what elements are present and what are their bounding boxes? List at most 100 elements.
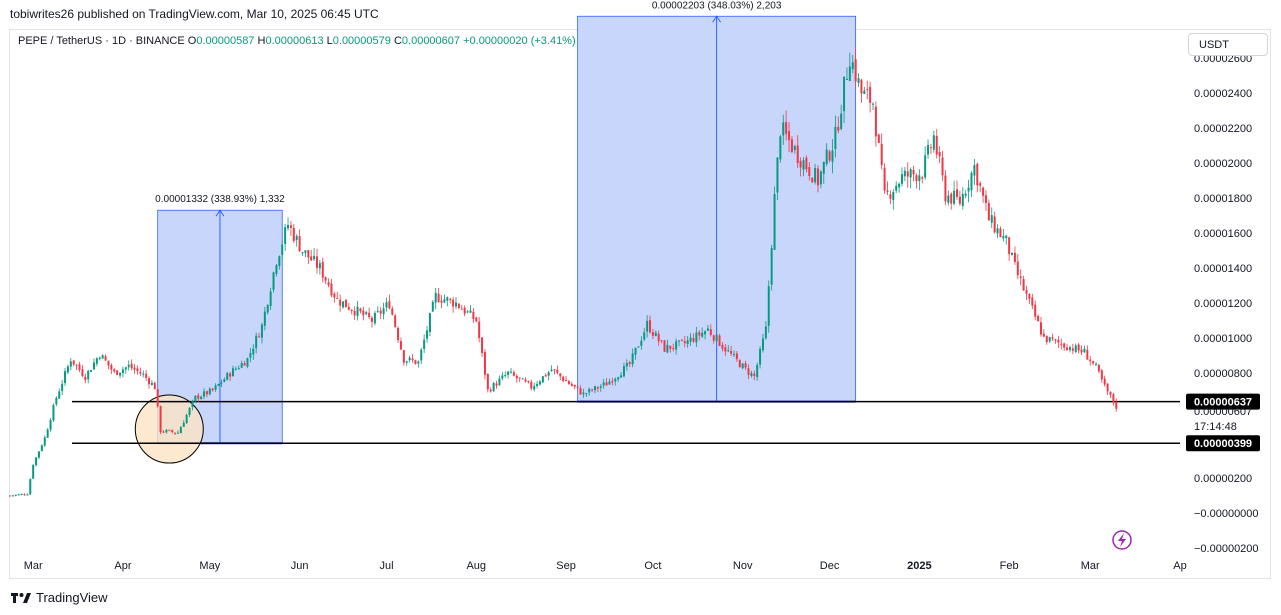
candle: [553, 369, 556, 375]
symbol-legend: PEPE / TetherUS · 1D · BINANCE O0.000005…: [18, 35, 576, 47]
candle: [958, 190, 961, 206]
candle-body: [40, 445, 43, 451]
candle-body: [379, 310, 382, 314]
candle-body: [101, 355, 104, 359]
candle-body: [617, 377, 620, 380]
level-lines-layer: [72, 400, 1180, 444]
candle-body: [252, 348, 255, 355]
candle: [541, 376, 544, 384]
candle: [397, 326, 400, 343]
candle: [116, 370, 119, 376]
candle: [46, 428, 49, 439]
candle: [179, 426, 182, 434]
candle-body: [304, 250, 307, 253]
candle-body: [987, 203, 990, 221]
candle: [651, 328, 654, 340]
candle-body: [17, 494, 20, 496]
candle-body: [20, 494, 23, 496]
candle: [368, 307, 371, 320]
level-badge-bg: [1186, 435, 1260, 452]
candle-body: [1097, 364, 1100, 372]
y-tick-label: 0.00002600: [1194, 53, 1252, 65]
candle: [704, 330, 707, 340]
candle-body: [570, 383, 573, 386]
candle-body: [932, 135, 935, 150]
candle: [1013, 246, 1016, 265]
candle: [98, 356, 101, 361]
candle: [886, 181, 889, 196]
candle: [724, 344, 727, 356]
candle: [394, 313, 397, 328]
candle: [602, 379, 605, 389]
candle: [411, 353, 414, 363]
candle-body: [26, 494, 29, 496]
candle-body: [339, 299, 342, 306]
candle-body: [1005, 235, 1008, 239]
candle: [1022, 276, 1025, 291]
candle-body: [194, 395, 197, 402]
candle: [956, 180, 959, 200]
candle: [594, 385, 596, 394]
candle: [92, 358, 95, 371]
candle-body: [918, 175, 921, 182]
candle-body: [637, 346, 640, 348]
candle-body: [124, 367, 127, 370]
candle-body: [567, 381, 570, 385]
candle-body: [466, 311, 469, 313]
candle: [145, 369, 148, 382]
candle-body: [185, 414, 188, 424]
candle: [185, 413, 188, 424]
candle-body: [773, 193, 776, 250]
candle: [953, 180, 956, 206]
candle: [449, 297, 452, 304]
candle: [733, 350, 736, 358]
candle: [113, 368, 116, 374]
candle-body: [1011, 252, 1014, 255]
candle: [510, 367, 513, 374]
candle: [964, 190, 967, 199]
candle-body: [640, 340, 643, 346]
candle: [431, 300, 434, 312]
candle-body: [727, 350, 730, 352]
candle-body: [877, 134, 880, 143]
candle-body: [1022, 279, 1025, 291]
candle: [55, 396, 58, 407]
candle: [90, 369, 93, 373]
candle: [428, 312, 431, 337]
measure-layer: 0.00001332 (338.93%) 1,332 0.00002203 (34…: [134, 0, 857, 464]
candle-body: [388, 301, 391, 309]
candle: [58, 388, 61, 400]
candle-body: [1028, 294, 1031, 299]
currency-selector[interactable]: USDT: [1188, 33, 1268, 56]
candle-body: [814, 168, 817, 183]
candle: [924, 146, 927, 180]
candle: [324, 276, 327, 285]
candle: [863, 86, 866, 95]
candle-body: [463, 307, 466, 314]
lightning-icon[interactable]: [1112, 530, 1132, 550]
candle-body: [310, 256, 313, 261]
candle-body: [359, 308, 362, 312]
candle: [110, 363, 113, 375]
candle: [625, 359, 628, 371]
candle: [40, 444, 43, 452]
candle-body: [35, 457, 38, 466]
candle-body: [530, 381, 533, 389]
candle: [747, 364, 750, 380]
candle-body: [78, 364, 81, 370]
candle: [475, 316, 478, 323]
candle: [272, 271, 275, 293]
candle-body: [541, 376, 544, 383]
candle: [159, 405, 162, 435]
candle-body: [64, 371, 67, 384]
lightning-icon-bolt: [1118, 533, 1126, 547]
candle-body: [231, 368, 234, 377]
candle: [828, 149, 831, 163]
candle-body: [843, 76, 846, 112]
candle: [669, 345, 672, 353]
candle-body: [1031, 297, 1034, 306]
level-price-badge: 0.00000637: [1186, 393, 1260, 410]
candle-body: [142, 373, 145, 375]
candle: [906, 162, 909, 188]
